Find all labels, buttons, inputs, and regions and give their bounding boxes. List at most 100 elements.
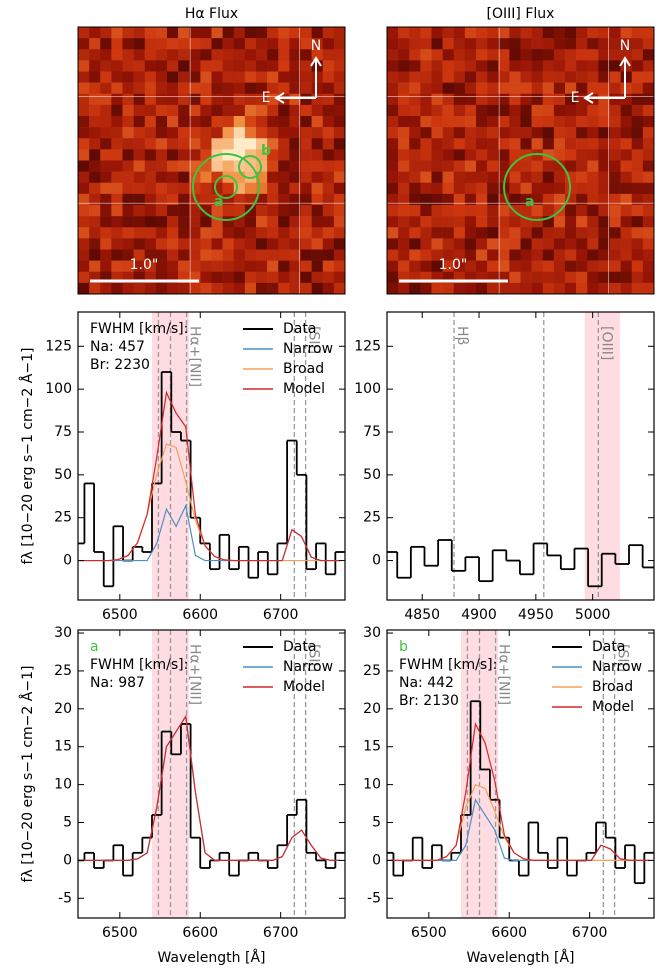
- pixel: [256, 104, 268, 117]
- pixel: [453, 38, 466, 50]
- legend-label: Model: [592, 699, 634, 715]
- pixel: [531, 38, 544, 50]
- pixel: [322, 249, 335, 261]
- pixel: [642, 171, 655, 184]
- y-axis-label: fλ [10−20 erg s−1 cm−2 Å−1]: [19, 666, 36, 883]
- pixel: [133, 127, 146, 139]
- pixel: [520, 116, 532, 128]
- pixel: [631, 227, 644, 239]
- pixel: [409, 116, 421, 128]
- pixel: [542, 249, 555, 261]
- pixel: [498, 27, 510, 39]
- pixel: [267, 38, 279, 50]
- pixel: [542, 216, 555, 228]
- pixel: [333, 71, 346, 83]
- pixel: [144, 138, 157, 150]
- pixel: [211, 282, 223, 295]
- pixel: [387, 116, 399, 128]
- pixel: [278, 127, 290, 139]
- pixel: [487, 249, 499, 261]
- pixel: [442, 104, 455, 117]
- pixel: [122, 205, 134, 217]
- pixel: [553, 38, 566, 50]
- pixel: [631, 138, 644, 150]
- pixel: [487, 127, 499, 139]
- pixel: [609, 82, 621, 95]
- pixel: [222, 249, 235, 261]
- pixel: [111, 171, 123, 184]
- pixel: [442, 71, 455, 83]
- pixel: [531, 282, 544, 295]
- pixel: [498, 193, 510, 206]
- y-tick-label: 10: [54, 777, 72, 793]
- pixel: [520, 127, 532, 139]
- pixel: [420, 205, 432, 217]
- pixel: [398, 171, 410, 184]
- pixel: [553, 271, 566, 284]
- pixel: [453, 27, 466, 39]
- pixel: [398, 271, 410, 284]
- pixel: [409, 193, 421, 206]
- pixel: [322, 216, 335, 228]
- pixel: [542, 227, 555, 239]
- pixel: [78, 249, 90, 261]
- compass-east: E: [262, 90, 271, 106]
- pixel: [642, 149, 655, 161]
- pixel: [609, 193, 621, 206]
- pixel: [609, 249, 621, 261]
- pixel: [542, 93, 555, 106]
- pixel: [642, 127, 655, 139]
- pixel: [498, 127, 510, 139]
- pixel: [487, 71, 499, 83]
- pixel: [531, 182, 544, 195]
- pixel: [300, 116, 312, 128]
- pixel: [431, 93, 443, 106]
- pixel: [398, 116, 410, 128]
- pixel: [431, 260, 443, 273]
- pixel: [267, 27, 279, 39]
- pixel: [278, 171, 290, 184]
- pixel: [278, 205, 290, 217]
- pixel: [256, 216, 268, 228]
- pixel: [609, 282, 621, 295]
- pixel: [576, 160, 588, 172]
- pixel: [100, 71, 112, 83]
- pixel: [531, 104, 544, 117]
- pixel: [542, 271, 555, 284]
- pixel: [167, 249, 179, 261]
- pixel: [464, 271, 477, 284]
- pixel: [144, 116, 157, 128]
- pixel: [333, 127, 346, 139]
- pixel: [144, 271, 157, 284]
- pixel: [464, 49, 477, 61]
- pixel: [598, 71, 610, 83]
- pixel: [565, 149, 577, 161]
- pixel: [89, 82, 101, 95]
- pixel: [100, 282, 112, 295]
- pixel: [144, 249, 157, 261]
- pixel: [531, 149, 544, 161]
- pixel: [311, 104, 324, 117]
- pixel: [189, 205, 201, 217]
- pixel: [409, 93, 421, 106]
- y-tick-label: 0: [63, 852, 72, 868]
- pixel: [300, 27, 312, 39]
- pixel: [553, 49, 566, 61]
- pixel: [620, 93, 633, 106]
- pixel: [464, 60, 477, 72]
- pixel: [587, 205, 599, 217]
- pixel: [244, 260, 257, 273]
- pixel: [167, 93, 179, 106]
- pixel: [244, 238, 257, 250]
- pixel: [78, 27, 90, 39]
- pixel: [387, 205, 399, 217]
- pixel: [553, 82, 566, 95]
- axes-frame: [386, 629, 655, 919]
- pixel: [222, 71, 235, 83]
- pixel: [222, 93, 235, 106]
- pixel: [200, 182, 212, 195]
- plot-area: [387, 630, 654, 918]
- pixel: [387, 38, 399, 50]
- y-tick-label: 0: [372, 852, 381, 868]
